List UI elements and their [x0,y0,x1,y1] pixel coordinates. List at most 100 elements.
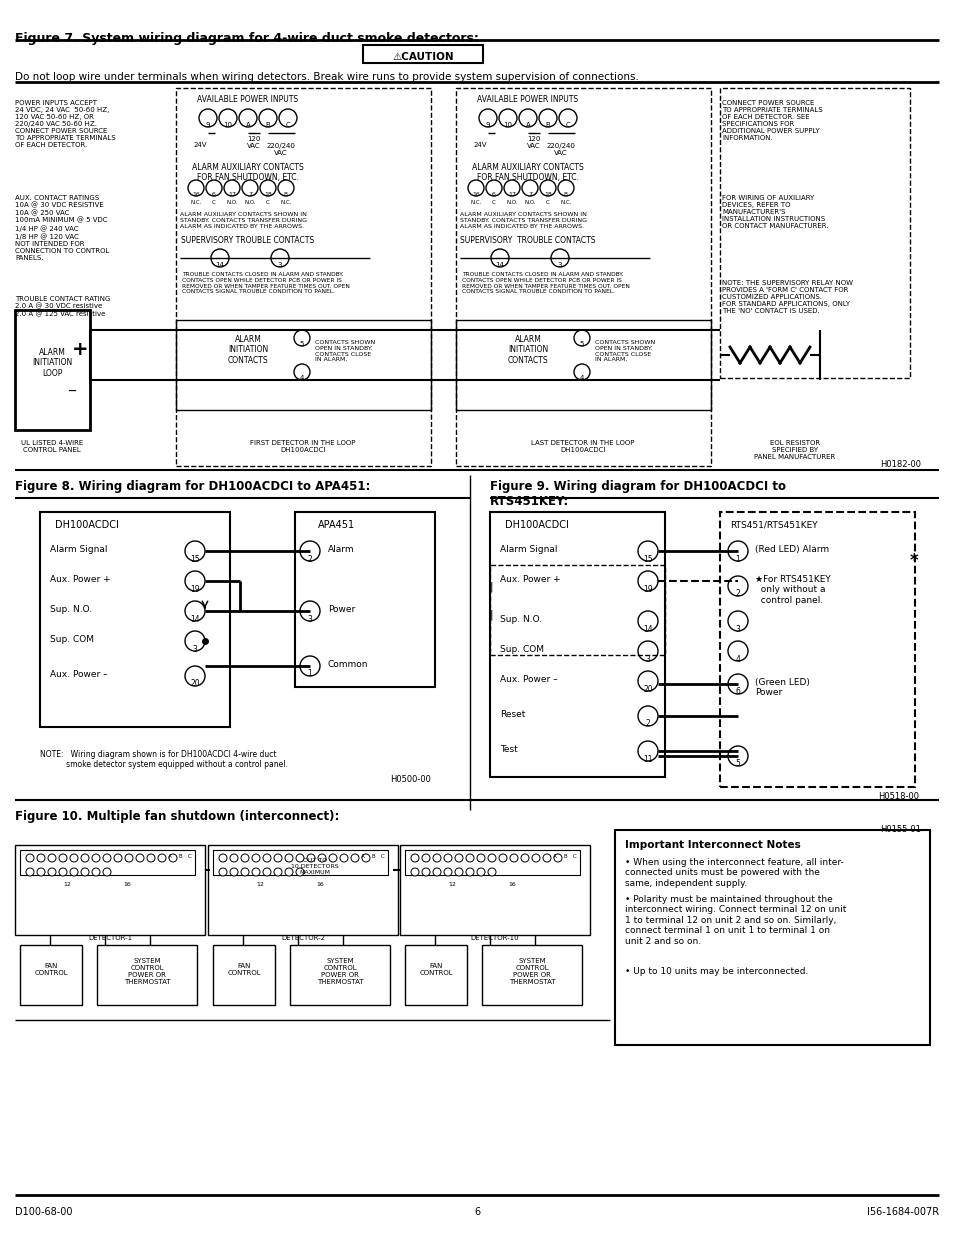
Text: 2: 2 [645,720,650,729]
Circle shape [263,853,271,862]
Text: FOR WIRING OF AUXILIARY
DEVICES, REFER TO
MANUFACTURER'S
INSTALLATION INSTRUCTIO: FOR WIRING OF AUXILIARY DEVICES, REFER T… [721,195,827,228]
Circle shape [59,868,67,876]
Bar [290,945,390,1005]
Circle shape [411,868,418,876]
Bar [97,945,196,1005]
Text: B: B [371,853,375,860]
Text: Aux. Power –: Aux. Power – [50,671,108,679]
Text: 120: 120 [247,136,260,142]
Text: Sup. N.O.: Sup. N.O. [499,615,541,624]
Text: _: _ [68,378,75,391]
Text: Sup. COM: Sup. COM [499,645,543,655]
Text: 17: 17 [228,191,235,196]
Circle shape [727,641,747,661]
Text: B: B [178,853,182,860]
Circle shape [294,364,310,380]
Text: • Polarity must be maintained throughout the
interconnect wiring. Connect termin: • Polarity must be maintained throughout… [624,895,845,946]
Bar [294,513,435,687]
Text: C: C [565,122,570,128]
Text: SUPERVISORY TROUBLE CONTACTS: SUPERVISORY TROUBLE CONTACTS [181,236,314,245]
Circle shape [70,868,78,876]
Circle shape [278,109,296,127]
Text: ALARM AUXILIARY CONTACTS
FOR FAN SHUTDOWN, ETC.: ALARM AUXILIARY CONTACTS FOR FAN SHUTDOW… [192,163,304,183]
Circle shape [518,109,537,127]
Circle shape [478,109,497,127]
Circle shape [258,109,276,127]
Bar [405,850,579,876]
Text: C: C [285,122,290,128]
Bar [490,564,664,655]
Circle shape [317,853,326,862]
Circle shape [727,576,747,597]
Circle shape [91,853,100,862]
Text: APA451: APA451 [317,520,355,530]
Text: CONTACTS SHOWN
OPEN IN STANDBY.
CONTACTS CLOSE
IN ALARM.: CONTACTS SHOWN OPEN IN STANDBY. CONTACTS… [595,340,655,362]
Text: VAC: VAC [247,143,260,149]
Text: A: A [361,853,364,860]
Circle shape [421,853,430,862]
Circle shape [476,853,484,862]
Text: 6: 6 [492,191,496,196]
Circle shape [411,853,418,862]
Bar [175,320,431,410]
Circle shape [285,868,293,876]
Bar [615,830,929,1045]
Circle shape [554,853,561,862]
Circle shape [727,541,747,561]
Circle shape [241,868,249,876]
Text: 16: 16 [315,882,323,887]
Circle shape [520,853,529,862]
Text: 19: 19 [190,584,199,594]
Text: 4: 4 [299,375,304,382]
Text: A: A [245,122,250,128]
Bar [208,845,397,935]
Circle shape [433,853,440,862]
Text: Aux. Power +: Aux. Power + [50,576,111,584]
Circle shape [485,180,501,196]
Circle shape [199,109,216,127]
Circle shape [638,641,658,661]
Circle shape [638,571,658,592]
Circle shape [81,853,89,862]
Circle shape [185,601,205,621]
Circle shape [158,853,166,862]
Text: 16: 16 [472,191,479,196]
Circle shape [574,364,589,380]
Text: C: C [573,853,577,860]
Text: N.O.: N.O. [506,200,517,205]
Text: ALARM
INITIATION
CONTACTS: ALARM INITIATION CONTACTS [228,335,268,364]
Bar [15,845,205,935]
Text: FAN
CONTROL: FAN CONTROL [418,963,453,976]
Text: 3: 3 [558,262,561,268]
Text: A: A [525,122,530,128]
Circle shape [224,180,240,196]
Circle shape [219,868,227,876]
Circle shape [147,853,154,862]
Text: H0155-01: H0155-01 [879,825,920,834]
Text: 18: 18 [543,191,551,196]
Text: N.O.: N.O. [244,200,255,205]
Circle shape [638,671,658,692]
Circle shape [48,853,56,862]
Text: 14: 14 [495,262,504,268]
Text: 3: 3 [193,645,197,653]
Circle shape [81,868,89,876]
Circle shape [455,853,462,862]
Bar [40,513,230,727]
Text: 2: 2 [307,555,312,563]
Circle shape [274,868,282,876]
Circle shape [476,868,484,876]
Circle shape [488,853,496,862]
Text: H0182-00: H0182-00 [879,459,920,469]
Circle shape [136,853,144,862]
Circle shape [185,631,205,651]
Text: Alarm: Alarm [328,545,355,555]
Text: AVAILABLE POWER INPUTS: AVAILABLE POWER INPUTS [476,95,578,104]
Text: Important Interconnect Notes: Important Interconnect Notes [624,840,800,850]
Text: ⚠CAUTION: ⚠CAUTION [392,52,454,62]
Circle shape [510,853,517,862]
Text: B: B [545,122,550,128]
Text: 3: 3 [307,615,313,624]
Text: LAST DETECTOR IN THE LOOP
DH100ACDCI: LAST DETECTOR IN THE LOOP DH100ACDCI [531,440,634,453]
Circle shape [329,853,336,862]
